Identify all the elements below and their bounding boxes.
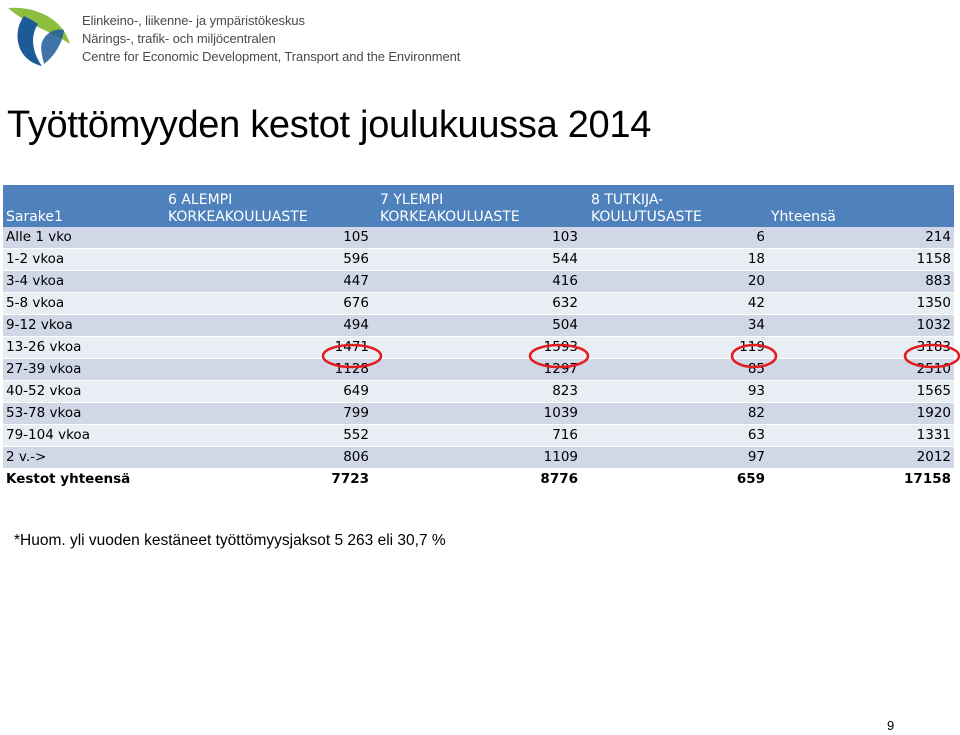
table-row: 53-78 vkoa 799 1039 82 1920 [3, 402, 954, 425]
upper-higher-ed-cell: 1593 [372, 336, 581, 359]
total-cell: 2510 [768, 358, 954, 381]
upper-higher-ed-cell: 632 [372, 292, 581, 315]
row-label-cell: 3-4 vkoa [3, 270, 160, 293]
doctoral-cell: 42 [581, 292, 768, 315]
lower-higher-ed-cell: 1128 [160, 358, 372, 381]
table-row: 13-26 vkoa 1471 1593 119 3183 [3, 336, 954, 359]
doctoral-cell: 18 [581, 248, 768, 271]
row-label-cell: 27-39 vkoa [3, 358, 160, 381]
col-header-label: Sarake1 [3, 185, 160, 227]
lower-higher-ed-cell: 806 [160, 446, 372, 469]
row-label-cell: 40-52 vkoa [3, 380, 160, 403]
table-row: Alle 1 vko 105 103 6 214 [3, 227, 954, 249]
upper-higher-ed-cell: 504 [372, 314, 581, 337]
table-row: 9-12 vkoa 494 504 34 1032 [3, 314, 954, 337]
org-name-sv: Närings-, trafik- och miljöcentralen [82, 31, 276, 46]
doctoral-cell: 34 [581, 314, 768, 337]
ely-leaf-logo-icon [8, 7, 70, 66]
table-row: 2 v.-> 806 1109 97 2012 [3, 446, 954, 469]
row-label-cell: Alle 1 vko [3, 227, 160, 249]
doctoral-cell: 20 [581, 270, 768, 293]
page-title: Työttömyyden kestot joulukuussa 2014 [7, 104, 652, 146]
total-cell: 1331 [768, 424, 954, 447]
col-header-lower-higher-ed: 6 ALEMPI KORKEAKOULUASTE [160, 185, 372, 227]
row-label-cell: Kestot yhteensä [3, 468, 160, 491]
col-header-upper-higher-ed: 7 YLEMPI KORKEAKOULUASTE [372, 185, 581, 227]
footnote: *Huom. yli vuoden kestäneet työttömyysja… [14, 532, 446, 549]
lower-higher-ed-cell: 649 [160, 380, 372, 403]
lower-higher-ed-cell: 447 [160, 270, 372, 293]
upper-higher-ed-cell: 544 [372, 248, 581, 271]
lower-higher-ed-cell: 799 [160, 402, 372, 425]
doctoral-cell: 85 [581, 358, 768, 381]
upper-higher-ed-cell: 8776 [372, 468, 581, 491]
total-cell: 3183 [768, 336, 954, 359]
lower-higher-ed-cell: 105 [160, 227, 372, 249]
org-name-lines: Elinkeino-, liikenne- ja ympäristökeskus… [82, 12, 460, 66]
total-cell: 1920 [768, 402, 954, 425]
row-label-cell: 1-2 vkoa [3, 248, 160, 271]
doctoral-cell: 63 [581, 424, 768, 447]
table-row: 3-4 vkoa 447 416 20 883 [3, 270, 954, 293]
table-row: 5-8 vkoa 676 632 42 1350 [3, 292, 954, 315]
lower-higher-ed-cell: 676 [160, 292, 372, 315]
upper-higher-ed-cell: 1039 [372, 402, 581, 425]
doctoral-cell: 659 [581, 468, 768, 491]
total-cell: 1158 [768, 248, 954, 271]
table-row: 79-104 vkoa 552 716 63 1331 [3, 424, 954, 447]
upper-higher-ed-cell: 823 [372, 380, 581, 403]
table-row: 27-39 vkoa 1128 1297 85 2510 [3, 358, 954, 381]
org-name-fi: Elinkeino-, liikenne- ja ympäristökeskus [82, 13, 305, 28]
lower-higher-ed-cell: 494 [160, 314, 372, 337]
lower-higher-ed-cell: 596 [160, 248, 372, 271]
total-cell: 214 [768, 227, 954, 249]
row-label-cell: 79-104 vkoa [3, 424, 160, 447]
duration-table: Sarake1 6 ALEMPI KORKEAKOULUASTE 7 YLEMPI… [3, 185, 954, 491]
doctoral-cell: 6 [581, 227, 768, 249]
lower-higher-ed-cell: 7723 [160, 468, 372, 491]
table-row: 40-52 vkoa 649 823 93 1565 [3, 380, 954, 403]
upper-higher-ed-cell: 103 [372, 227, 581, 249]
total-cell: 1565 [768, 380, 954, 403]
doctoral-cell: 97 [581, 446, 768, 469]
org-name-en: Centre for Economic Development, Transpo… [82, 49, 461, 64]
total-cell: 1350 [768, 292, 954, 315]
lower-higher-ed-cell: 552 [160, 424, 372, 447]
row-label-cell: 13-26 vkoa [3, 336, 160, 359]
doctoral-cell: 119 [581, 336, 768, 359]
row-label-cell: 2 v.-> [3, 446, 160, 469]
org-header: Elinkeino-, liikenne- ja ympäristökeskus… [2, 2, 460, 72]
total-cell: 2012 [768, 446, 954, 469]
total-cell: 1032 [768, 314, 954, 337]
upper-higher-ed-cell: 1297 [372, 358, 581, 381]
total-cell: 883 [768, 270, 954, 293]
table-total-row: Kestot yhteensä 7723 8776 659 17158 [3, 468, 954, 491]
table-header-row: Sarake1 6 ALEMPI KORKEAKOULUASTE 7 YLEMPI… [3, 185, 954, 227]
lower-higher-ed-cell: 1471 [160, 336, 372, 359]
upper-higher-ed-cell: 716 [372, 424, 581, 447]
table-row: 1-2 vkoa 596 544 18 1158 [3, 248, 954, 271]
col-header-doctoral: 8 TUTKIJA- KOULUTUSASTE [581, 185, 768, 227]
doctoral-cell: 93 [581, 380, 768, 403]
upper-higher-ed-cell: 1109 [372, 446, 581, 469]
total-cell: 17158 [768, 468, 954, 491]
row-label-cell: 9-12 vkoa [3, 314, 160, 337]
page-number: 9 [887, 718, 895, 733]
row-label-cell: 5-8 vkoa [3, 292, 160, 315]
doctoral-cell: 82 [581, 402, 768, 425]
upper-higher-ed-cell: 416 [372, 270, 581, 293]
col-header-total: Yhteensä [768, 185, 954, 227]
row-label-cell: 53-78 vkoa [3, 402, 160, 425]
